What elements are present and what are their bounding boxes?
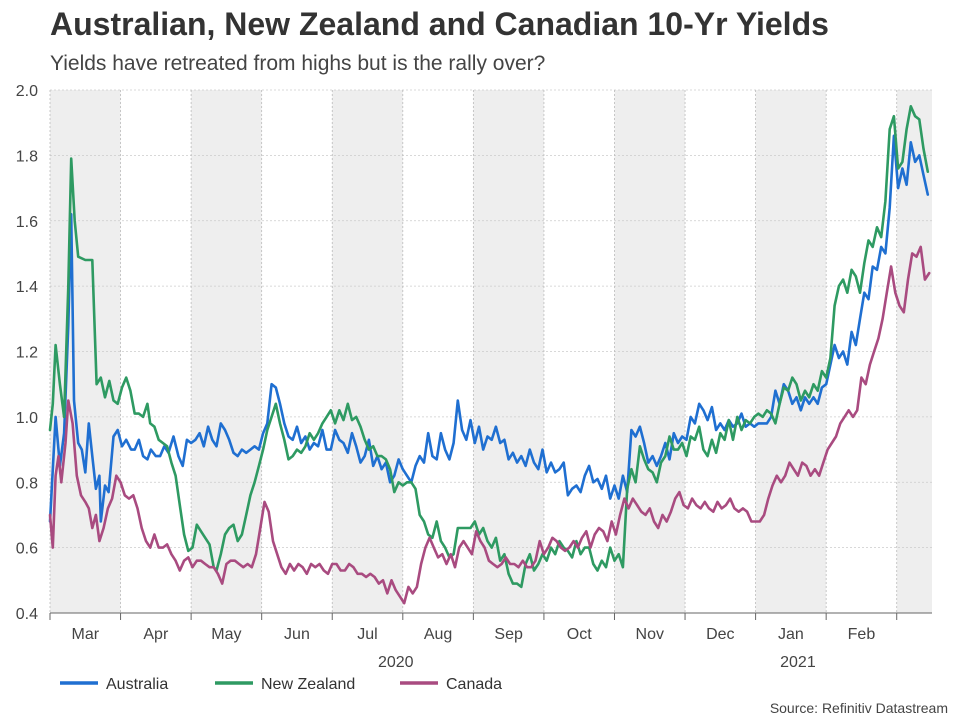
x-tick-label: Aug	[424, 626, 452, 643]
y-tick-label: 1.8	[16, 148, 38, 165]
y-tick-label: 1.4	[16, 279, 38, 296]
series-line-new-zealand	[48, 105, 930, 589]
x-tick-label: Jun	[284, 626, 310, 643]
x-tick-label: Nov	[636, 626, 664, 643]
legend-label: Canada	[446, 676, 502, 693]
month-band	[50, 90, 121, 613]
legend-label: Australia	[106, 676, 168, 693]
x-tick-label: Sep	[494, 626, 523, 643]
x-tick-label: Jan	[778, 626, 804, 643]
x-year-label: 2021	[780, 654, 816, 671]
x-tick-label: Oct	[567, 626, 592, 643]
y-tick-label: 2.0	[16, 83, 38, 100]
x-tick-label: May	[211, 626, 241, 643]
legend-label: New Zealand	[261, 676, 355, 693]
y-tick-label: 1.2	[16, 345, 38, 362]
y-tick-label: 1.0	[16, 410, 38, 427]
x-tick-label: Feb	[848, 626, 876, 643]
x-tick-label: Mar	[71, 626, 99, 643]
x-axis: Mar Apr May Jun Jul Aug Sep Oct Nov Dec Jan Feb 2020…	[49, 612, 932, 671]
x-tick-label: Jul	[357, 626, 377, 643]
legend: Australia New Zealand Canada	[60, 676, 502, 693]
chart-title: Australian, New Zealand and Canadian 10-…	[50, 6, 829, 42]
series-lines	[48, 105, 931, 605]
x-year-label: 2020	[378, 654, 414, 671]
source-note: Source: Refinitiv Datastream	[769, 700, 948, 716]
y-tick-label: 0.4	[16, 606, 38, 623]
chart-subtitle: Yields have retreated from highs but is …	[50, 52, 546, 75]
y-tick-label: 1.6	[16, 214, 38, 231]
x-tick-label: Dec	[706, 626, 734, 643]
y-tick-label: 0.8	[16, 475, 38, 492]
x-tick-label: Apr	[143, 626, 169, 643]
y-axis: 0.4 0.6 0.8 1.0 1.2 1.4 1.6 1.8 2.0	[16, 83, 38, 623]
series-line-canada	[48, 245, 931, 605]
y-tick-label: 0.6	[16, 541, 38, 558]
month-band	[473, 90, 544, 613]
